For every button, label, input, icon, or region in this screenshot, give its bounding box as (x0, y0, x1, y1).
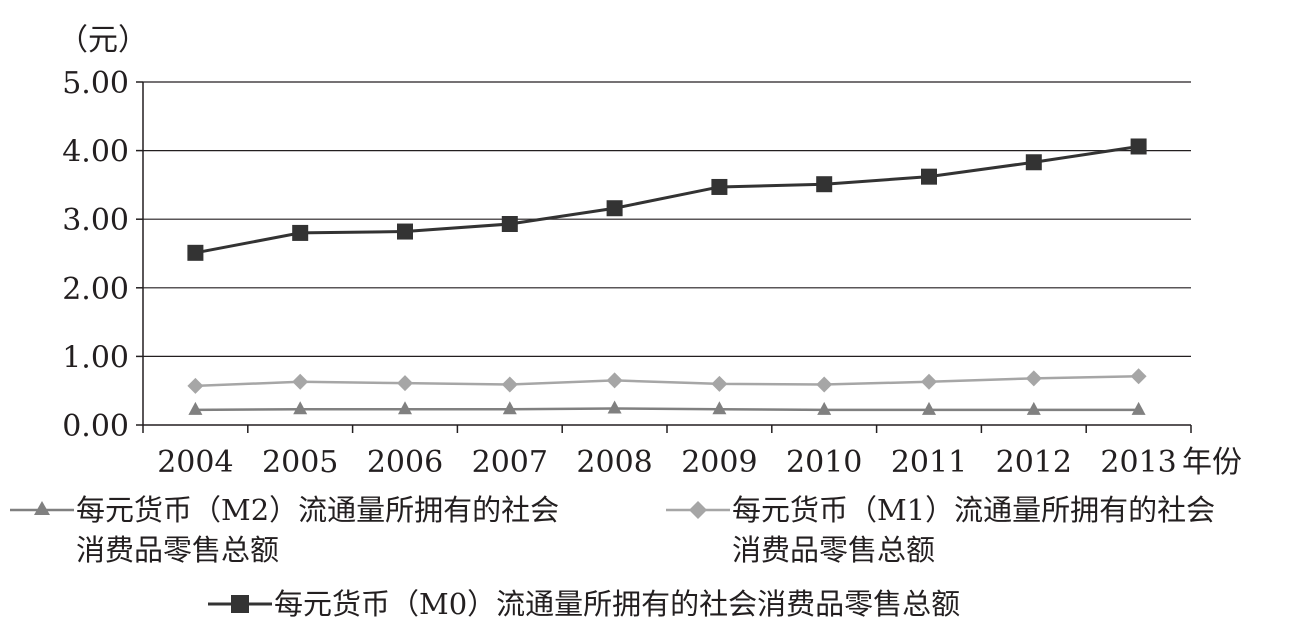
gridlines (143, 81, 1191, 357)
data-point-square (816, 176, 833, 193)
x-tick-label: 2012 (996, 445, 1072, 480)
x-tick-label: 2006 (367, 445, 443, 480)
legend-item-m2: 每元货币（M2）流通量所拥有的社会 消费品零售总额 (8, 490, 559, 570)
data-point-square (711, 178, 728, 195)
y-tick-label: 3.00 (62, 203, 129, 238)
y-tick-label: 2.00 (62, 272, 129, 307)
data-point-triangle (1026, 401, 1041, 415)
series-square (187, 138, 1147, 261)
diamond-marker-icon (666, 501, 730, 519)
data-point-diamond (397, 375, 413, 392)
data-point-triangle (1131, 401, 1146, 415)
legend-item-m0: 每元货币（M0）流通量所拥有的社会消费品零售总额 (206, 584, 960, 624)
y-tick-labels: 0.00 1.00 2.00 3.00 4.00 5.00 (62, 66, 129, 444)
x-tick-label: 2009 (681, 445, 757, 480)
legend-label-m0: 每元货币（M0）流通量所拥有的社会消费品零售总额 (274, 587, 961, 621)
x-tick-label: 2005 (262, 445, 338, 480)
data-point-square (1130, 138, 1147, 155)
x-tick-labels: 2004 2005 2006 2007 2008 2009 2010 2011 2012 2013 (157, 445, 1177, 480)
data-point-diamond (1025, 370, 1042, 387)
legend-label-m2-line1: 每元货币（M2）流通量所拥有的社会 (76, 493, 560, 527)
y-tick-label: 5.00 (62, 66, 129, 101)
data-point-diamond (1130, 368, 1147, 385)
x-tick-label: 2008 (576, 445, 652, 480)
legend-label-m1-line1: 每元货币（M1）流通量所拥有的社会 (732, 493, 1216, 527)
legend-item-m1: 每元货币（M1）流通量所拥有的社会 消费品零售总额 (664, 490, 1215, 570)
data-point-triangle (607, 400, 622, 414)
x-tick-label: 2004 (157, 445, 233, 480)
square-marker-icon (208, 595, 272, 613)
data-point-diamond (606, 372, 623, 389)
data-point-square (187, 244, 204, 261)
data-point-diamond (816, 376, 833, 393)
y-axis-unit-label: （元） (58, 23, 148, 58)
y-tick-label: 1.00 (62, 340, 129, 375)
data-point-triangle (293, 401, 308, 415)
data-point-square (501, 216, 518, 233)
data-point-square (397, 223, 413, 240)
series-diamond (187, 368, 1147, 394)
x-axis-unit-label: 年份 (1182, 445, 1242, 480)
legend-label-m1-line2: 消费品零售总额 (732, 533, 936, 567)
data-point-square (921, 168, 937, 185)
data-point-diamond (292, 373, 309, 390)
series-triangle (188, 400, 1146, 415)
data-point-triangle (188, 401, 203, 415)
data-point-diamond (501, 376, 518, 393)
data-point-square (1025, 154, 1042, 171)
y-tick-label: 4.00 (62, 135, 129, 170)
series-line (195, 407, 1139, 412)
data-point-square (292, 224, 309, 241)
data-point-triangle (817, 401, 832, 415)
triangle-marker-icon (10, 501, 74, 515)
data-point-triangle (502, 401, 517, 415)
y-tick-label: 0.00 (62, 409, 129, 444)
legend-label-m2-line2: 消费品零售总额 (76, 533, 280, 567)
series-line (195, 145, 1139, 255)
data-point-triangle (922, 401, 936, 415)
data-point-diamond (921, 373, 937, 390)
x-tick-label: 2013 (1100, 445, 1176, 480)
data-point-triangle (712, 401, 727, 415)
series-line (195, 375, 1139, 388)
data-point-diamond (187, 377, 204, 394)
axes (136, 81, 1192, 433)
x-tick-label: 2010 (786, 445, 862, 480)
series-group (187, 138, 1147, 415)
data-point-square (606, 200, 623, 217)
x-tick-label: 2007 (472, 445, 548, 480)
x-tick-label: 2011 (891, 445, 967, 480)
data-point-triangle (398, 401, 412, 415)
data-point-diamond (711, 375, 728, 392)
